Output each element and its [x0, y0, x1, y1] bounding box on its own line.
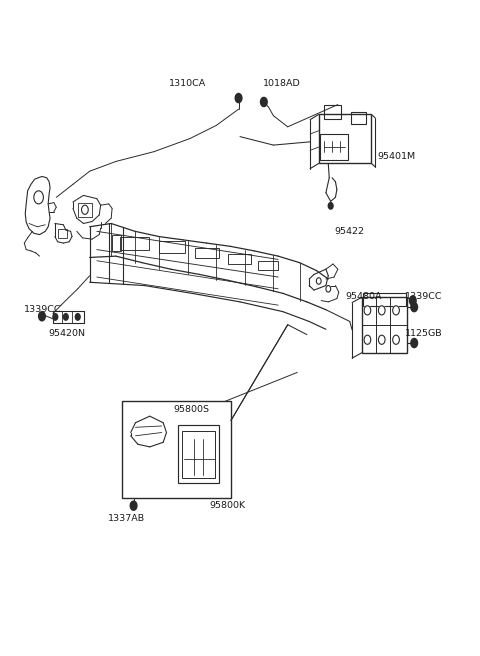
Bar	[122, 401, 231, 498]
Text: 95800K: 95800K	[209, 501, 245, 510]
Bar	[78, 203, 92, 217]
Bar	[362, 297, 407, 353]
Bar	[320, 134, 348, 160]
Bar	[324, 104, 341, 119]
Text: 1310CA: 1310CA	[169, 79, 206, 87]
Circle shape	[328, 203, 333, 209]
Circle shape	[411, 338, 418, 348]
Circle shape	[316, 277, 321, 284]
Circle shape	[53, 314, 58, 320]
Bar	[112, 235, 120, 251]
Text: 95800S: 95800S	[173, 405, 209, 414]
Circle shape	[261, 97, 267, 106]
Bar	[319, 114, 371, 163]
Circle shape	[364, 306, 371, 315]
Circle shape	[38, 312, 45, 321]
Bar	[195, 248, 218, 258]
Text: 1018AD: 1018AD	[263, 79, 300, 87]
Bar	[179, 424, 219, 483]
Circle shape	[63, 314, 68, 320]
Circle shape	[235, 94, 242, 102]
Bar	[228, 254, 251, 264]
Circle shape	[326, 285, 331, 292]
Circle shape	[378, 335, 385, 344]
Bar	[58, 229, 67, 238]
Circle shape	[364, 335, 371, 344]
Circle shape	[378, 306, 385, 315]
Text: 95420N: 95420N	[48, 329, 85, 338]
Circle shape	[411, 302, 418, 312]
Bar	[363, 293, 406, 306]
Text: 95401M: 95401M	[377, 152, 416, 161]
Text: 1339CC: 1339CC	[24, 305, 62, 314]
Text: 1337AB: 1337AB	[108, 514, 145, 523]
Circle shape	[34, 191, 43, 204]
Circle shape	[75, 314, 80, 320]
Text: 95422: 95422	[335, 227, 364, 236]
Text: 1125GB: 1125GB	[405, 329, 442, 338]
Bar	[351, 112, 365, 124]
Text: 95480A: 95480A	[345, 292, 382, 301]
Circle shape	[82, 205, 88, 215]
Circle shape	[130, 501, 137, 510]
Circle shape	[393, 335, 399, 344]
Bar	[182, 431, 215, 478]
Circle shape	[393, 306, 399, 315]
Bar	[258, 260, 278, 270]
Bar	[120, 237, 149, 250]
Bar	[159, 241, 185, 253]
Circle shape	[409, 296, 416, 305]
Text: 1339CC: 1339CC	[405, 292, 442, 301]
